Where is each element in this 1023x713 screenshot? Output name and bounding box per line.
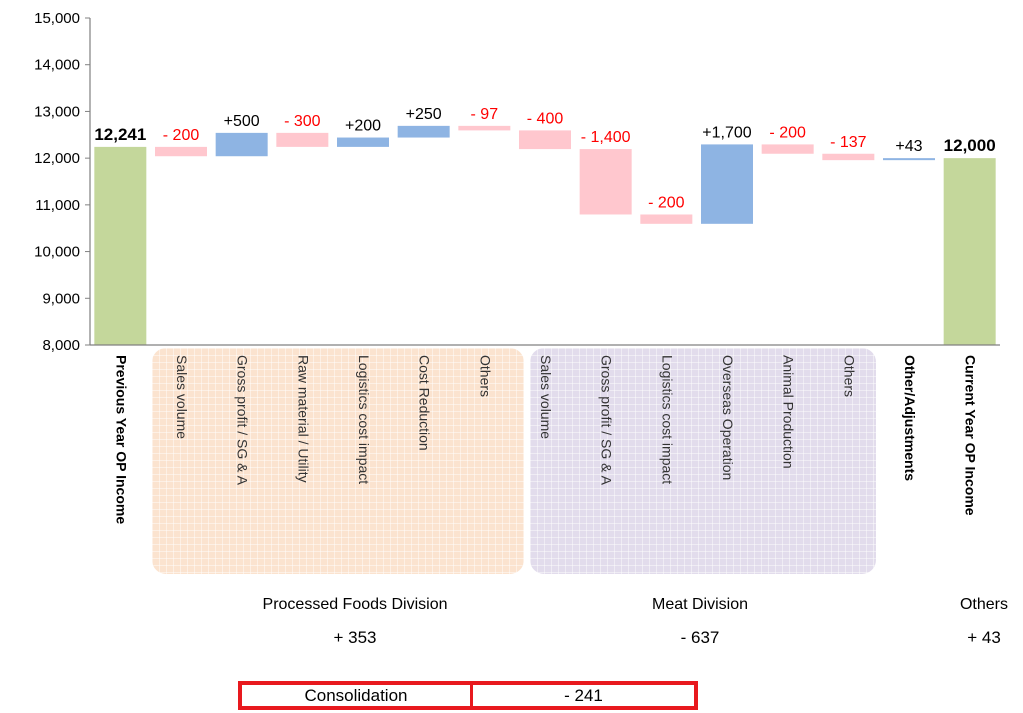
- data-label: - 200: [648, 194, 685, 211]
- data-label: - 1,400: [581, 129, 631, 146]
- x-category-label: Logistics cost impact: [659, 355, 675, 484]
- bar-increase: [337, 137, 389, 147]
- meat-division-value: - 637: [680, 628, 720, 647]
- others-value: + 43: [967, 628, 1001, 647]
- data-label: - 137: [830, 134, 867, 151]
- x-category-label: Gross profit / SG & A: [235, 355, 251, 486]
- y-tick-label: 8,000: [42, 337, 80, 354]
- bar-increase: [883, 158, 935, 161]
- x-category-label: Animal Production: [781, 355, 797, 469]
- bar-total: [943, 158, 996, 345]
- data-label: 12,241: [94, 125, 146, 144]
- x-category-label: Others: [841, 355, 857, 397]
- x-category-label: Overseas Operation: [720, 355, 736, 480]
- data-label: +200: [345, 118, 381, 135]
- data-label: +43: [895, 138, 922, 155]
- data-label: - 97: [471, 106, 499, 123]
- y-tick-label: 12,000: [34, 150, 80, 167]
- processed-foods-group-box: [152, 348, 524, 574]
- waterfall-chart: 8,000 9,000 10,000 11,000 12,000 13,000 14,000…: [34, 10, 1000, 524]
- x-category-label: Gross profit / SG & A: [599, 355, 615, 486]
- bar-decrease: [519, 130, 571, 150]
- data-label: - 200: [163, 127, 200, 144]
- x-category-label: Current Year OP Income: [963, 355, 979, 516]
- data-label: +1,700: [702, 124, 751, 141]
- bar-increase: [397, 125, 450, 138]
- bar-decrease: [458, 125, 511, 131]
- data-label: 12,000: [944, 136, 996, 155]
- x-category-label: Sales volume: [538, 355, 554, 439]
- bar-increase: [215, 132, 268, 157]
- data-label: - 400: [527, 110, 564, 127]
- bar-decrease: [276, 132, 329, 147]
- processed-foods-name: Processed Foods Division: [262, 596, 448, 613]
- y-tick-label: 9,000: [42, 290, 80, 307]
- consolidation-box: Consolidation - 241: [238, 681, 698, 710]
- bar-decrease: [155, 146, 207, 157]
- x-category-label: Others: [477, 355, 493, 397]
- meat-division-name: Meat Division: [651, 596, 749, 613]
- data-label: - 300: [284, 113, 321, 130]
- x-category-label: Other/Adjustments: [902, 355, 918, 481]
- bar-decrease: [579, 149, 632, 215]
- meat-division-group-box: [530, 348, 876, 574]
- x-category-label: Sales volume: [174, 355, 190, 439]
- x-category-label: Cost Reduction: [417, 355, 433, 451]
- y-tick-label: 11,000: [35, 197, 80, 214]
- consolidation-value: - 241: [564, 685, 603, 705]
- bar-increase: [701, 144, 753, 224]
- x-category-label: Previous Year OP Income: [113, 355, 129, 524]
- bar-decrease: [761, 144, 814, 154]
- processed-foods-summary: Processed Foods Division + 353: [230, 596, 480, 648]
- data-label: - 200: [769, 124, 806, 141]
- x-category-label: Logistics cost impact: [356, 355, 372, 484]
- y-tick-label: 13,000: [34, 103, 80, 120]
- x-category-label: Raw material / Utility: [295, 355, 311, 483]
- y-tick-label: 10,000: [34, 244, 80, 261]
- consolidation-label: Consolidation: [242, 685, 473, 706]
- y-tick-label: 15,000: [34, 10, 80, 27]
- bar-total: [94, 146, 147, 345]
- processed-foods-value: + 353: [333, 628, 377, 647]
- others-summary: Others + 43: [945, 596, 1023, 648]
- bar-decrease: [640, 214, 693, 224]
- y-tick-label: 14,000: [34, 57, 80, 74]
- bar-decrease: [822, 153, 875, 161]
- meat-division-summary: Meat Division - 637: [610, 596, 790, 648]
- others-name: Others: [959, 596, 1008, 613]
- data-label: +500: [224, 113, 260, 130]
- data-label: +250: [406, 106, 442, 123]
